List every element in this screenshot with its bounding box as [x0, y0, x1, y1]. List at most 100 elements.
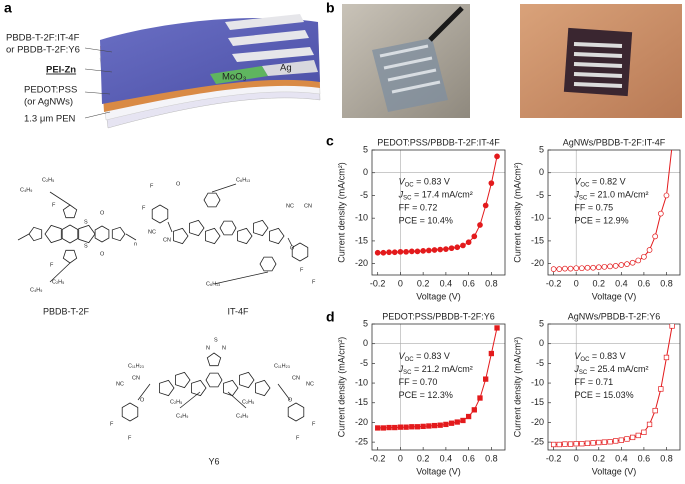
y-tick-label: -15 — [355, 397, 368, 407]
marker — [431, 247, 438, 253]
atom-label: O — [176, 181, 181, 187]
atom-label: n — [134, 241, 137, 247]
marker — [397, 424, 404, 430]
marker — [443, 421, 449, 428]
x-tick-label: 0.4 — [440, 453, 453, 463]
annotation: PCE = 12.3% — [399, 390, 453, 400]
annotation-text: FF = 0.71 — [574, 377, 613, 387]
marker — [420, 248, 427, 254]
annotation-text: J — [398, 364, 404, 374]
atom-label: C₄H₉ — [236, 413, 248, 419]
atom-label: CN — [292, 375, 300, 381]
marker — [618, 437, 624, 443]
atom-label: C₆H₁₃ — [236, 177, 250, 183]
y-tick-label: -10 — [355, 213, 368, 223]
ring — [151, 204, 169, 224]
x-tick-label: -0.2 — [370, 278, 386, 288]
atom-label: C₁₁H₂₃ — [128, 363, 144, 369]
ring — [62, 249, 78, 264]
marker — [414, 248, 421, 255]
marker — [431, 422, 438, 429]
y-tick-label: -5 — [536, 190, 544, 200]
y-axis-label: Current density (mA/cm²) — [336, 337, 346, 438]
photo — [342, 4, 470, 118]
device-label: PEDOT:PSS — [24, 85, 77, 96]
bond — [213, 271, 269, 285]
annotation: VOC = 0.83 V — [574, 351, 625, 362]
y-tick-label: -25 — [355, 437, 368, 447]
marker — [562, 265, 568, 272]
x-tick-label: 0.2 — [593, 278, 606, 288]
marker — [437, 422, 443, 428]
atom-label: C₄H₉ — [30, 287, 42, 293]
y-tick-label: -15 — [355, 235, 368, 245]
ring — [121, 402, 139, 422]
ring — [206, 352, 222, 367]
y-tick-label: -20 — [355, 258, 368, 268]
atom-label: F — [150, 183, 154, 189]
annotation: JSC = 21.2 mA/cm² — [398, 364, 473, 375]
annotation-text: = 0.82 V — [589, 177, 625, 187]
y-tick-label: 0 — [539, 167, 544, 177]
x-tick-label: 0.8 — [660, 278, 673, 288]
y-tick-label: -15 — [531, 235, 544, 245]
bond — [17, 233, 30, 241]
x-tick-label: -0.2 — [370, 453, 386, 463]
marker — [494, 153, 500, 160]
molecule-name: Y6 — [208, 456, 219, 466]
ring — [111, 226, 126, 242]
marker — [448, 245, 455, 252]
bond — [277, 383, 291, 401]
marker — [556, 266, 563, 272]
device-label: PBDB-T-2F:IT-4F — [6, 33, 80, 44]
marker — [477, 222, 483, 228]
marker — [550, 441, 557, 448]
marker — [380, 249, 387, 256]
ring — [255, 379, 271, 397]
atom-label: S — [84, 219, 88, 225]
y-tick-label: -20 — [531, 258, 544, 268]
y-tick-label: 5 — [363, 318, 368, 328]
atom-label: C₂H₅ — [242, 399, 254, 405]
annotation-text: = 17.4 mA/cm² — [411, 190, 472, 200]
annotation-text: FF = 0.75 — [574, 203, 613, 213]
annotation-text: FF = 0.70 — [399, 377, 438, 387]
plot-area — [550, 324, 675, 448]
annotation: FF = 0.72 — [399, 203, 438, 213]
y-tick-label: -10 — [355, 377, 368, 387]
plot-area — [550, 150, 673, 272]
y-tick-label: -20 — [531, 417, 544, 427]
marker — [460, 417, 466, 424]
annotation: JSC = 17.4 mA/cm² — [398, 190, 473, 201]
annotation: VOC = 0.83 V — [399, 351, 450, 362]
atom-label: N — [206, 345, 210, 351]
atom-label: C₄H₉ — [176, 413, 188, 419]
marker — [584, 440, 591, 446]
atom-label: S — [214, 337, 218, 343]
x-tick-label: 0.2 — [417, 453, 430, 463]
x-tick-label: 0.4 — [440, 278, 453, 288]
x-tick-label: 0.4 — [615, 453, 628, 463]
marker — [596, 439, 602, 446]
x-tick-label: 0.2 — [417, 278, 430, 288]
marker — [612, 263, 619, 269]
x-tick-label: 0.6 — [638, 453, 651, 463]
chart-title: AgNWs/PBDB-T-2F:IT-4F — [563, 137, 666, 147]
device-label: Ag — [280, 63, 292, 74]
device-label: (or AgNWs) — [24, 97, 73, 108]
y-tick-label: 0 — [539, 338, 544, 348]
ring — [205, 227, 221, 245]
annotation: PCE = 10.4% — [399, 216, 453, 226]
x-axis-label: Voltage (V) — [592, 466, 637, 476]
annotation-sub: OC — [405, 182, 415, 188]
chart: AgNWs/PBDB-T-2F:Y6 Voltage (V) Current den… — [512, 311, 681, 476]
ring — [239, 371, 255, 389]
ring — [237, 227, 253, 245]
annotation: PCE = 15.03% — [574, 390, 633, 400]
y-tick-label: 5 — [539, 144, 544, 154]
x-tick-label: -0.2 — [546, 278, 562, 288]
marker — [573, 265, 580, 272]
marker — [595, 264, 602, 271]
marker — [613, 438, 619, 444]
